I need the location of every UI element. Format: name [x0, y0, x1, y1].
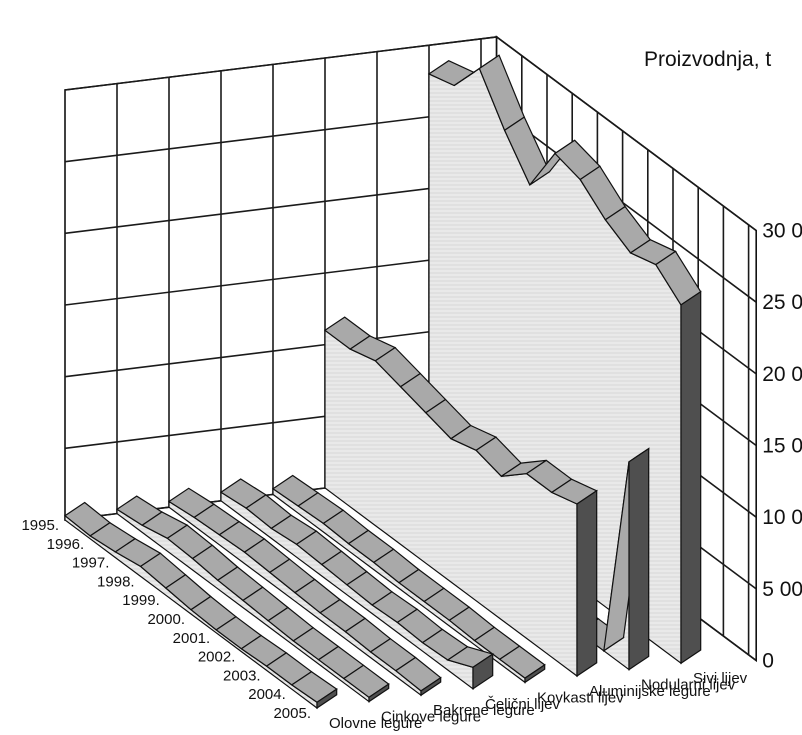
x-tick-label: 1997.: [72, 555, 110, 572]
x-tick-label: 2002.: [198, 649, 236, 666]
series-label: Aluminijske legure: [589, 683, 711, 700]
series-label: Nodularni lijev: [641, 677, 736, 694]
x-tick-label: 2004.: [248, 686, 286, 703]
y-tick-label: 30 000: [762, 220, 802, 243]
x-tick-label: 1998.: [97, 573, 135, 590]
x-tick-label: 2003.: [223, 667, 261, 684]
y-tick-label: 20 000: [762, 363, 802, 386]
x-tick-label: 1999.: [122, 592, 160, 609]
x-tick-label: 2005.: [273, 705, 311, 722]
x-tick-label: 2001.: [173, 630, 211, 647]
y-axis-label: Proizvodnja, t: [644, 48, 771, 71]
series-label: Sivi lijev: [693, 670, 748, 687]
series-label: Cinkove legure: [381, 709, 481, 726]
x-tick-label: 1996.: [47, 536, 85, 553]
series-end-cap: [524, 663, 546, 684]
x-tick-label: 1995.: [21, 517, 59, 534]
y-tick-label: 25 000: [762, 291, 802, 314]
y-tick-label: 15 000: [762, 435, 802, 458]
series-label: Olovne legure: [329, 715, 422, 732]
y-tick-label: 10 000: [762, 506, 802, 529]
series-end-cap: [420, 676, 442, 697]
series-end-cap: [368, 682, 390, 703]
y-tick-label: 5 000: [762, 578, 802, 601]
series-end-cap: [316, 687, 338, 710]
gridline-h: [64, 36, 757, 232]
series-4: Čelični lijev: [219, 478, 561, 713]
series-end-cap: [472, 652, 494, 690]
series-label: Čelični lijev: [485, 696, 561, 713]
series-end-cap: [628, 447, 650, 671]
series-3: Bakrene legure: [167, 487, 535, 719]
y-tick-label: 0: [762, 650, 774, 673]
series-1: Olovne legure: [63, 501, 422, 732]
axis-layer: Proizvodnja, t 0 5 000 10 000 15 000 20 000 2…: [21, 48, 802, 722]
series-5: Kovkasti lijev: [271, 474, 624, 706]
series-6: Aluminijske legure: [323, 316, 711, 700]
series-end-cap: [576, 489, 598, 678]
x-tick-label: 2000.: [147, 611, 185, 628]
series-label: Bakrene legure: [433, 702, 535, 719]
series-2: Cinkove legure: [115, 495, 481, 726]
series-end-cap: [680, 290, 702, 665]
series-label: Kovkasti lijev: [537, 689, 624, 706]
